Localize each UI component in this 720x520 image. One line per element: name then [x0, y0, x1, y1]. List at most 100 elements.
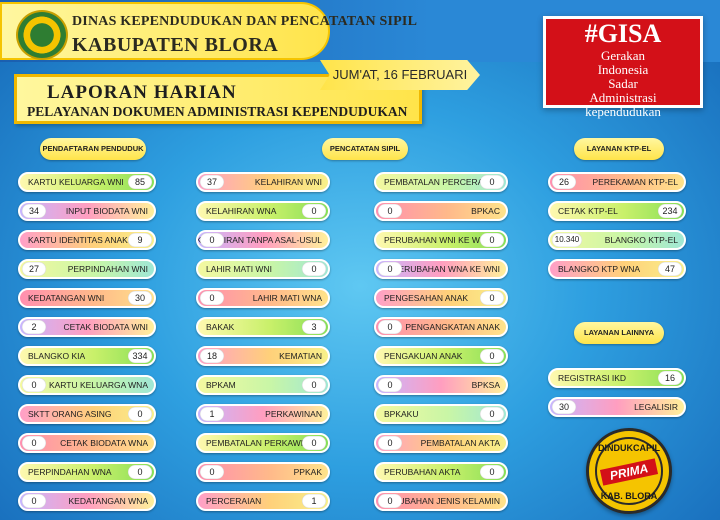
stat-label: LAHIR MATI WNI — [206, 264, 272, 274]
stat-row: PERUBAHAN JENIS KELAMIN 0 — [374, 491, 508, 511]
section-label-ktp-el: LAYANAN KTP-EL — [574, 138, 664, 160]
stat-row: BLANGKO KTP WNA 47 — [548, 259, 686, 279]
stat-label: KEDATANGAN WNI — [28, 293, 105, 303]
stat-label: KELAHIRAN WNI — [254, 177, 322, 187]
stat-value: 0 — [128, 407, 152, 421]
stat-value: 0 — [480, 175, 504, 189]
stat-value: 47 — [658, 262, 682, 276]
stat-row: PERKAWINAN 1 — [196, 404, 330, 424]
stat-value: 10.340 — [552, 233, 582, 247]
stat-label: PPKAK — [293, 467, 322, 477]
stat-value: 0 — [378, 320, 402, 334]
stat-row: KARTU KELUARGA WNI 85 — [18, 172, 156, 192]
stat-value: 0 — [302, 378, 326, 392]
stat-value: 0 — [200, 465, 224, 479]
stat-label: BPKAM — [206, 380, 236, 390]
stat-value: 0 — [22, 378, 46, 392]
stat-value: 0 — [378, 262, 402, 276]
stat-value: 85 — [128, 175, 152, 189]
stat-row: LAHIR MATI WNA 0 — [196, 288, 330, 308]
stat-row: LAHIR MATI WNI 0 — [196, 259, 330, 279]
stat-row: BPKSA 0 — [374, 375, 508, 395]
stat-label: PERUBAHAN AKTA — [384, 467, 461, 477]
stat-row: PERUBAHAN WNA KE WNI 0 — [374, 259, 508, 279]
stat-label: KELAHIRAN WNA — [206, 206, 277, 216]
agency-name: DINAS KEPENDUDUKAN DAN PENCATATAN SIPIL — [72, 14, 418, 29]
stat-label: PERUBAHAN JENIS KELAMIN — [380, 496, 500, 506]
stat-row: KARTU IDENTITAS ANAK WNI 9 — [18, 230, 156, 250]
stat-value: 0 — [302, 436, 326, 450]
stat-row: BAKAK 3 — [196, 317, 330, 337]
blora-logo-icon — [16, 10, 68, 60]
stat-row: PPKAK 0 — [196, 462, 330, 482]
stat-row: PERPINDAHAN WNA 0 — [18, 462, 156, 482]
stat-label: PERPINDAHAN WNI — [67, 264, 148, 274]
stat-label: BPKSA — [471, 380, 500, 390]
stat-value: 0 — [480, 407, 504, 421]
stat-value: 27 — [22, 262, 46, 276]
stat-value: 3 — [302, 320, 326, 334]
stat-label: PERUBAHAN WNA KE WNI — [392, 264, 500, 274]
stat-row: PENGAKUAN ANAK 0 — [374, 346, 508, 366]
stat-label: PENGESAHAN ANAK — [384, 293, 469, 303]
regency-name: KABUPATEN BLORA — [72, 34, 279, 56]
stat-label: PERCERAIAN — [206, 496, 262, 506]
stat-value: 1 — [200, 407, 224, 421]
stat-label: PEMBATALAN PERCERAIAN — [384, 177, 498, 187]
stat-label: KEDATANGAN WNA — [68, 496, 149, 506]
stat-value: 0 — [200, 291, 224, 305]
stat-row: KELAHIRAN TANPA ASAL-USUL 0 — [196, 230, 330, 250]
stat-label: PENGAKUAN ANAK — [384, 351, 463, 361]
stat-label: LEGALISIR — [634, 402, 678, 412]
stat-label: CETAK KTP-EL — [558, 206, 618, 216]
stat-value: 0 — [480, 349, 504, 363]
stat-value: 0 — [378, 378, 402, 392]
stat-row: PERPINDAHAN WNI 27 — [18, 259, 156, 279]
stat-value: 2 — [22, 320, 46, 334]
stat-row: BPKAKU 0 — [374, 404, 508, 424]
stat-row: PEMBATALAN AKTA 0 — [374, 433, 508, 453]
stat-label: BLANGKO KTP-EL — [604, 235, 678, 245]
stat-label: KEMATIAN — [279, 351, 322, 361]
gisa-badge: #GISA Gerakan Indonesia Sadar Administra… — [543, 16, 703, 119]
stat-label: BPKAC — [471, 206, 500, 216]
stat-row: PERUBAHAN AKTA 0 — [374, 462, 508, 482]
stat-row: PENGANGKATAN ANAK 0 — [374, 317, 508, 337]
stat-label: PEREKAMAN KTP-EL — [592, 177, 679, 187]
stat-row: BLANGKO KTP-EL 10.340 — [548, 230, 686, 250]
stat-value: 16 — [658, 371, 682, 385]
stat-value: 30 — [128, 291, 152, 305]
stat-row: BPKAC 0 — [374, 201, 508, 221]
stat-row: KELAHIRAN WNA 0 — [196, 201, 330, 221]
stat-label: PEMBATALAN PERKAWINAN — [206, 438, 322, 448]
stat-row: KELAHIRAN WNI 37 — [196, 172, 330, 192]
section-label-pencatatan: PENCATATAN SIPIL — [322, 138, 408, 160]
stamp-bottom-text: KAB. BLORA — [600, 491, 658, 501]
stat-row: CETAK BIODATA WNA 0 — [18, 433, 156, 453]
stat-label: BLANGKO KTP WNA — [558, 264, 641, 274]
stat-value: 0 — [378, 494, 402, 508]
stat-row: REGISTRASI IKD 16 — [548, 368, 686, 388]
report-date: JUM'AT, 16 FEBRUARI 2024 — [320, 60, 480, 90]
stat-row: PEREKAMAN KTP-EL 26 — [548, 172, 686, 192]
stat-row: PEMBATALAN PERCERAIAN 0 — [374, 172, 508, 192]
stat-value: 0 — [480, 291, 504, 305]
agency-title-box: DINAS KEPENDUDUKAN DAN PENCATATAN SIPIL … — [0, 2, 417, 60]
stat-row: KEDATANGAN WNA 0 — [18, 491, 156, 511]
stat-label: PEMBATALAN AKTA — [420, 438, 500, 448]
stat-row: CETAK KTP-EL 234 — [548, 201, 686, 221]
stat-label: PERKAWINAN — [265, 409, 322, 419]
gisa-line: Gerakan — [600, 48, 646, 63]
stat-row: BLANGKO KIA 334 — [18, 346, 156, 366]
stat-label: PENGANGKATAN ANAK — [405, 322, 500, 332]
stat-row: PENGESAHAN ANAK 0 — [374, 288, 508, 308]
gisa-line: kependudukan — [585, 104, 661, 119]
stat-label: KARTU KELUARGA WNI — [28, 177, 124, 187]
stat-value: 234 — [658, 204, 682, 218]
stat-value: 0 — [302, 262, 326, 276]
stat-row: PEMBATALAN PERKAWINAN 0 — [196, 433, 330, 453]
stat-value: 0 — [22, 436, 46, 450]
stat-row: LEGALISIR 30 — [548, 397, 686, 417]
stat-label: LAHIR MATI WNA — [252, 293, 322, 303]
stat-label: BLANGKO KIA — [28, 351, 86, 361]
